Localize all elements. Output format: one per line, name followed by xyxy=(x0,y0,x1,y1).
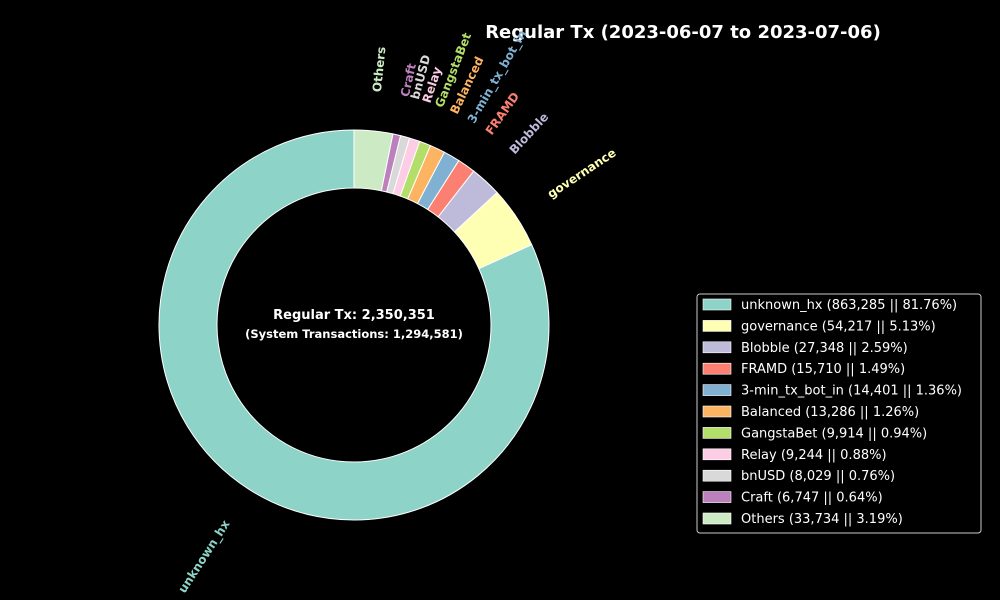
legend-label-relay: Relay (9,244 || 0.88%) xyxy=(741,448,887,463)
legend-label-others: Others (33,734 || 3.19%) xyxy=(741,512,903,527)
legend-label-craft: Craft (6,747 || 0.64%) xyxy=(741,491,883,506)
legend-swatch-framd xyxy=(702,362,732,375)
slice-label-others: Others xyxy=(370,46,389,93)
legend-label-3-min-tx-bot-in: 3-min_tx_bot_in (14,401 || 1.36%) xyxy=(741,384,962,399)
legend-swatch-3-min-tx-bot-in xyxy=(702,384,732,396)
legend-swatch-others xyxy=(702,512,732,525)
legend-swatch-craft xyxy=(702,491,732,503)
slice-label-blobble: Blobble xyxy=(507,110,552,157)
legend-swatch-unknown-hx xyxy=(702,298,732,311)
legend-swatch-bnusd xyxy=(702,469,732,482)
legend-label-governance: governance (54,217 || 5.13%) xyxy=(741,319,936,334)
legend-swatch-governance xyxy=(702,320,732,332)
legend: unknown_hx (863,285 || 81.76%) governance… xyxy=(696,293,982,534)
legend-label-framd: FRAMD (15,710 || 1.49%) xyxy=(741,362,905,377)
legend-label-blobble: Blobble (27,348 || 2.59%) xyxy=(741,341,908,356)
legend-label-unknown-hx: unknown_hx (863,285 || 81.76%) xyxy=(741,298,957,313)
legend-swatch-gangstabet xyxy=(702,427,732,439)
legend-label-balanced: Balanced (13,286 || 1.26%) xyxy=(741,405,919,420)
slice-unknown-hx xyxy=(158,129,550,521)
chart-title: Regular Tx (2023-06-07 to 2023-07-06) xyxy=(485,22,881,43)
legend-label-bnusd: bnUSD (8,029 || 0.76%) xyxy=(741,469,895,484)
slice-label-governance: governance xyxy=(545,146,619,201)
legend-box xyxy=(696,293,982,534)
slice-label-unknown-hx: unknown_hx xyxy=(175,517,233,596)
slice-others xyxy=(353,129,394,192)
legend-swatch-balanced xyxy=(702,405,732,418)
legend-swatch-relay xyxy=(702,448,732,461)
legend-swatch-blobble xyxy=(702,341,732,354)
center-total-label: Regular Tx: 2,350,351 xyxy=(273,308,435,323)
donut-slices xyxy=(158,129,550,521)
center-system-label: (System Transactions: 1,294,581) xyxy=(245,327,463,341)
legend-label-gangstabet: GangstaBet (9,914 || 0.94%) xyxy=(741,426,927,441)
